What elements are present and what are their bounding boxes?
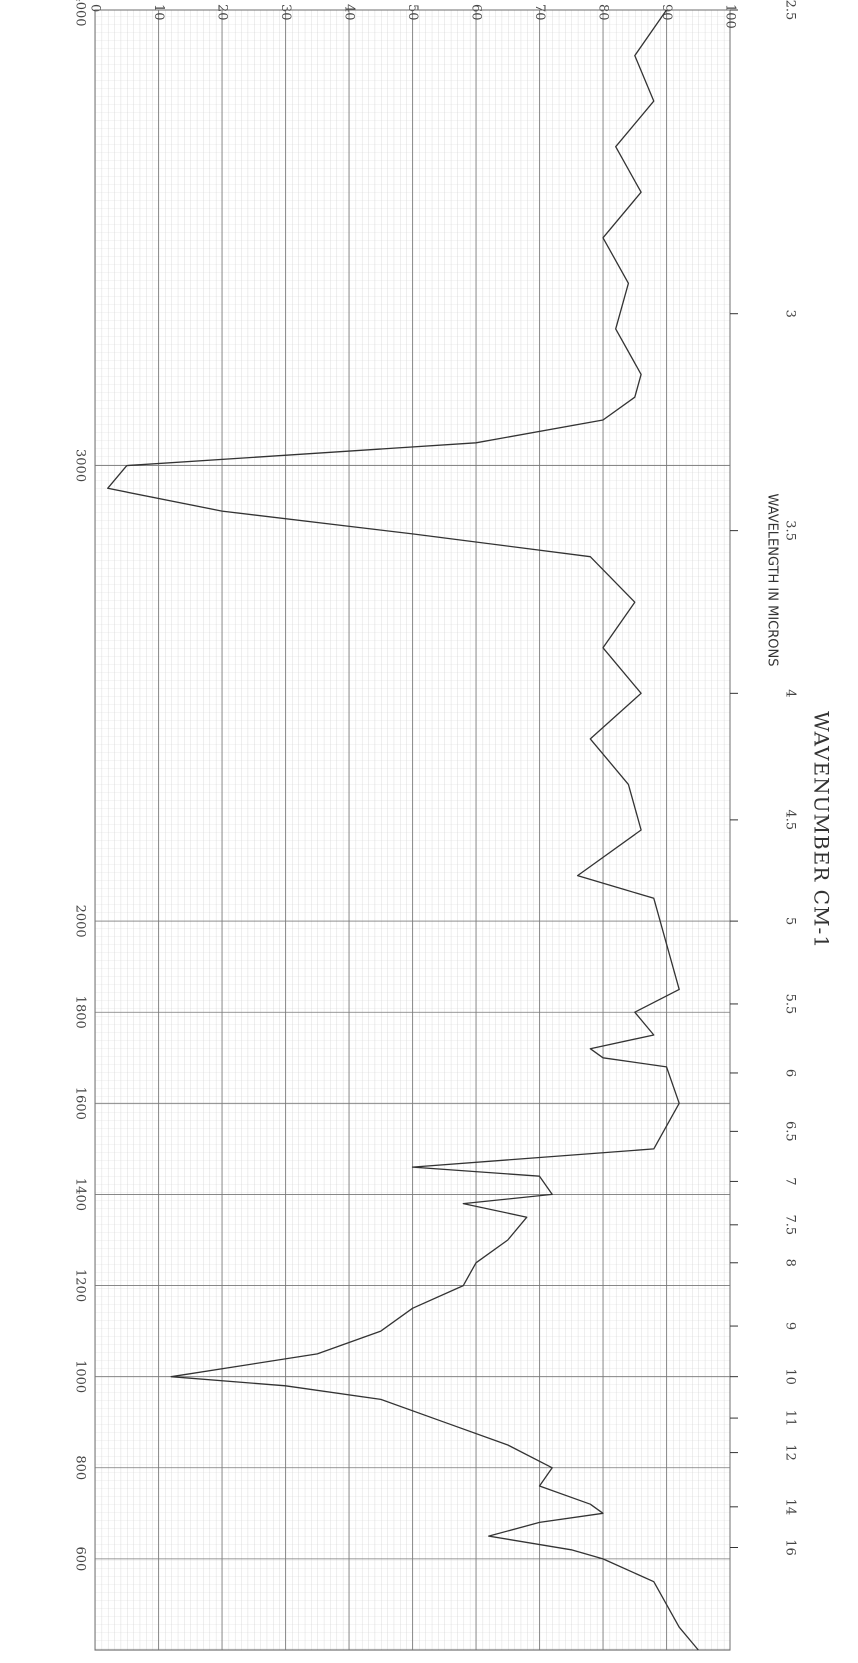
x2-tick-label: 2.5 — [783, 0, 798, 20]
x-tick-label: 4000 — [73, 0, 88, 27]
x2-tick-label: 6.5 — [783, 1121, 798, 1142]
y-tick-label: 60 — [469, 4, 484, 21]
x2-tick-label: 9 — [783, 1322, 798, 1330]
x2-tick-label: 8 — [783, 1259, 798, 1267]
x-tick-label: 1800 — [73, 996, 88, 1029]
y-tick-label: 30 — [278, 4, 293, 21]
y-tick-label: 100 — [723, 4, 738, 29]
x2-tick-label: 7.5 — [783, 1214, 798, 1235]
x-tick-label: 1200 — [73, 1269, 88, 1302]
x-tick-label: 1400 — [73, 1178, 88, 1211]
x-axis-title: WAVENUMBER CM-1 — [810, 711, 834, 949]
x2-tick-label: 16 — [783, 1539, 798, 1556]
x-tick-label: 1600 — [73, 1087, 88, 1120]
y-tick-label: 40 — [342, 4, 357, 21]
x2-tick-label: 4.5 — [783, 810, 798, 831]
x2-tick-label: 5 — [783, 917, 798, 925]
x2-tick-label: 6 — [783, 1069, 798, 1077]
y-tick-label: 80 — [596, 4, 611, 21]
x2-tick-label: 3 — [783, 310, 798, 318]
x2-tick-label: 7 — [783, 1177, 798, 1185]
chart: WAVENUMBER CM-1 WAVELENGTH IN MICRONS 0 1… — [0, 0, 858, 1663]
x2-axis-title: WAVELENGTH IN MICRONS — [765, 493, 780, 666]
x2-tick-label: 4 — [783, 689, 798, 697]
x-tick-label: 3000 — [73, 449, 88, 482]
x2-tick-label: 3.5 — [783, 520, 798, 541]
x2-tick-label: 14 — [783, 1499, 798, 1516]
x2-tick-label: 10 — [783, 1368, 798, 1385]
x-tick-label: 600 — [73, 1546, 88, 1571]
x-tick-label: 1000 — [73, 1360, 88, 1393]
y-tick-label: 20 — [215, 4, 230, 21]
y-tick-label: 0 — [88, 4, 103, 12]
y-tick-label: 50 — [405, 4, 420, 21]
x2-tick-label: 12 — [783, 1444, 798, 1461]
y-tick-label: 10 — [151, 4, 166, 21]
x2-tick-label: 5.5 — [783, 994, 798, 1015]
y-tick-label: 70 — [532, 4, 547, 21]
x2-tick-label: 11 — [783, 1410, 798, 1427]
x-tick-label: 2000 — [73, 905, 88, 938]
x-tick-label: 800 — [73, 1455, 88, 1480]
